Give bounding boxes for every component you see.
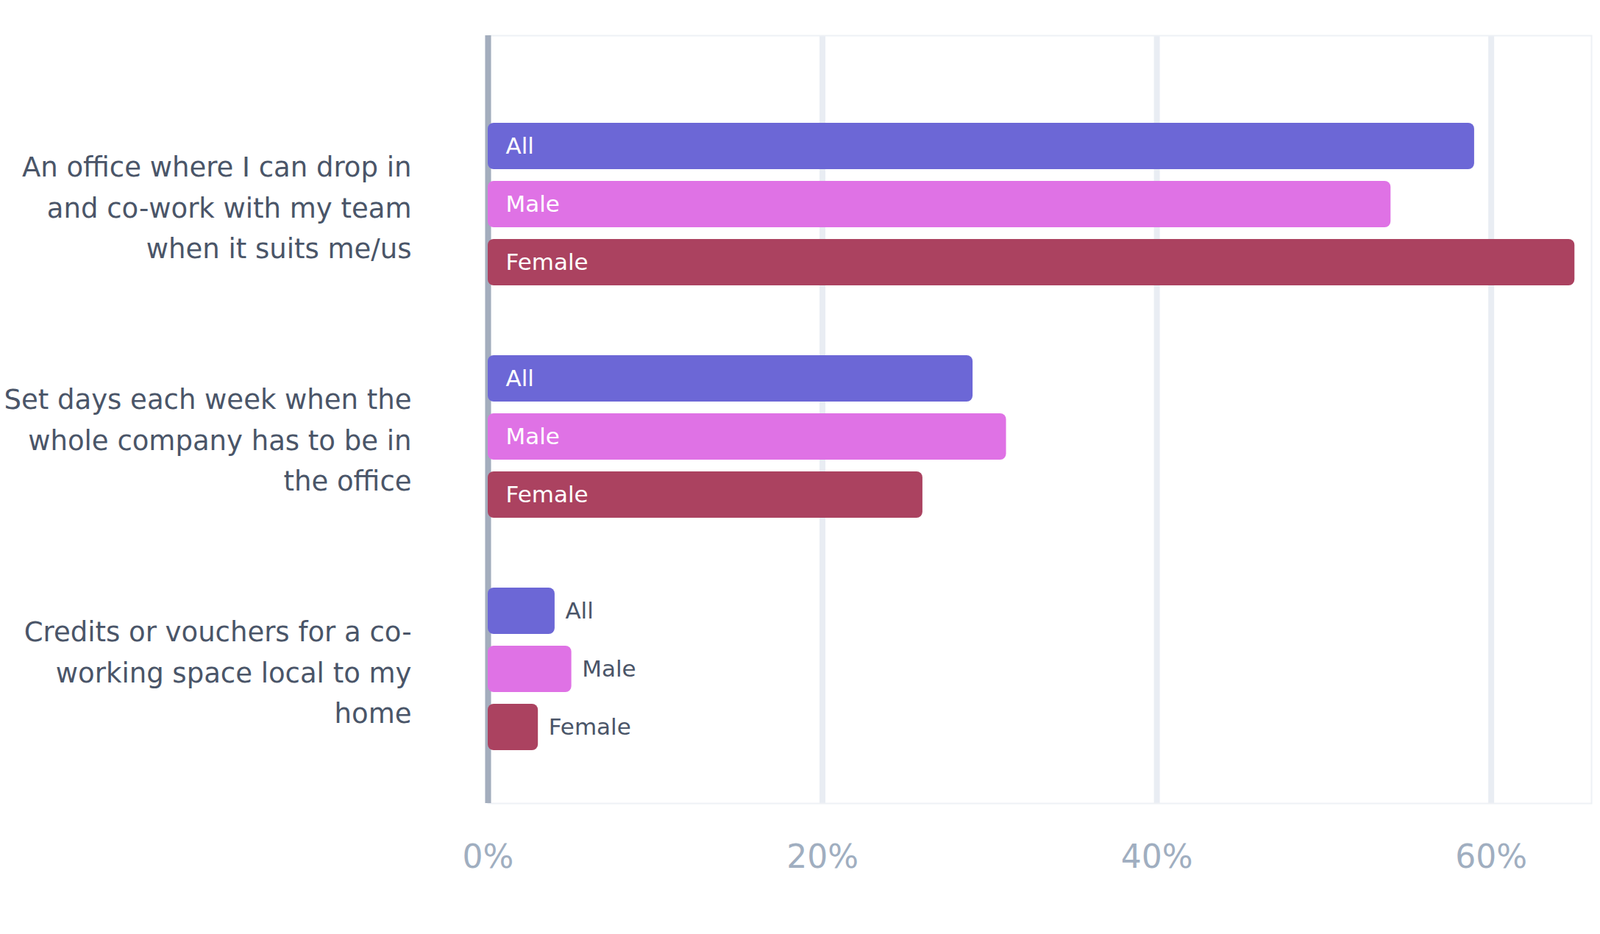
svg-text:An office where I can drop ina: An office where I can drop inand co-work… — [22, 151, 412, 265]
svg-text:0%: 0% — [462, 837, 515, 876]
svg-text:Set days each week when thewho: Set days each week when thewhole company… — [4, 384, 412, 498]
svg-text:Female: Female — [506, 248, 589, 276]
svg-text:60%: 60% — [1455, 837, 1528, 876]
svg-text:All: All — [506, 364, 535, 392]
svg-text:All: All — [506, 132, 535, 159]
svg-text:All: All — [564, 597, 593, 624]
svg-text:Female: Female — [506, 481, 589, 508]
svg-text:20%: 20% — [786, 837, 859, 876]
svg-text:Female: Female — [548, 713, 632, 741]
svg-text:Credits or vouchers for a co-w: Credits or vouchers for a co-working spa… — [24, 616, 412, 730]
svg-text:Male: Male — [581, 655, 636, 682]
svg-text:Male: Male — [506, 190, 560, 218]
svg-text:40%: 40% — [1121, 837, 1194, 876]
svg-text:Male: Male — [506, 422, 560, 450]
